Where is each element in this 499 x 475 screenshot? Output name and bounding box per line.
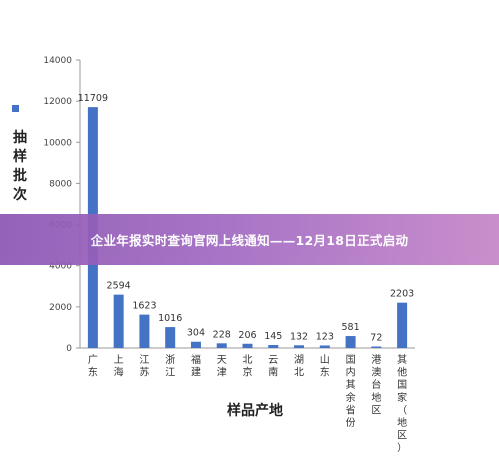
bar-value-label: 2594 — [107, 281, 131, 292]
bar — [294, 345, 305, 348]
y-tick-label: 14000 — [43, 56, 72, 66]
y-tick-label: 0 — [66, 344, 72, 354]
bar — [371, 346, 382, 348]
category-label: 福建 — [191, 353, 201, 379]
category-label: 港澳台地区 — [371, 354, 381, 416]
notice-banner[interactable]: 企业年报实时查询官网上线通知——12月18日正式启动 — [0, 214, 499, 265]
bar — [242, 343, 253, 348]
y-tick-label: 4000 — [49, 262, 72, 272]
category-label: 江苏 — [139, 354, 149, 379]
y-axis-title: 抽样批次 — [13, 129, 27, 203]
x-axis-title: 样品产地 — [227, 402, 283, 419]
bar — [268, 345, 279, 348]
category-label: 广东 — [88, 354, 98, 379]
bar-value-label: 11709 — [78, 93, 108, 104]
banner-text: 企业年报实时查询官网上线通知——12月18日正式启动 — [90, 233, 409, 248]
bar — [165, 327, 176, 348]
bar — [113, 294, 124, 348]
category-label: 北京 — [243, 354, 253, 379]
y-tick-label: 12000 — [43, 97, 72, 107]
y-tick-label: 8000 — [49, 179, 72, 189]
bar — [397, 302, 408, 348]
bar-value-label: 228 — [213, 329, 231, 340]
bar-value-label: 132 — [290, 331, 308, 342]
bar-value-label: 304 — [187, 328, 205, 339]
bar-value-label: 581 — [342, 322, 360, 333]
category-label: 其他国家（地区） — [397, 354, 407, 454]
bar — [216, 343, 227, 348]
category-label: 天津 — [217, 355, 227, 379]
bar — [139, 314, 150, 348]
category-label: 上海 — [114, 354, 124, 379]
bar-value-label: 206 — [238, 330, 256, 341]
legend-swatch — [12, 105, 19, 112]
y-tick-label: 2000 — [49, 303, 72, 313]
bar-value-label: 72 — [370, 333, 382, 344]
y-tick-label: 10000 — [43, 138, 72, 148]
bar — [345, 336, 356, 348]
y-axis-title-text: 抽样批次 — [13, 129, 27, 203]
category-label: 国内其余省份 — [346, 354, 356, 429]
bar-value-label: 1016 — [158, 313, 182, 324]
bar-value-label: 2203 — [390, 289, 414, 300]
y-ticks: 02000400060008000100001200014000 — [43, 56, 80, 354]
category-label: 云南 — [268, 355, 278, 379]
category-label: 湖北 — [294, 354, 304, 379]
category-label: 浙江 — [165, 354, 175, 379]
bar-value-label: 145 — [264, 331, 282, 342]
category-label: 山东 — [320, 354, 330, 379]
bar — [190, 341, 201, 348]
bar-value-label: 123 — [316, 331, 334, 342]
bar-value-label: 1623 — [132, 301, 156, 312]
bar — [319, 345, 330, 348]
